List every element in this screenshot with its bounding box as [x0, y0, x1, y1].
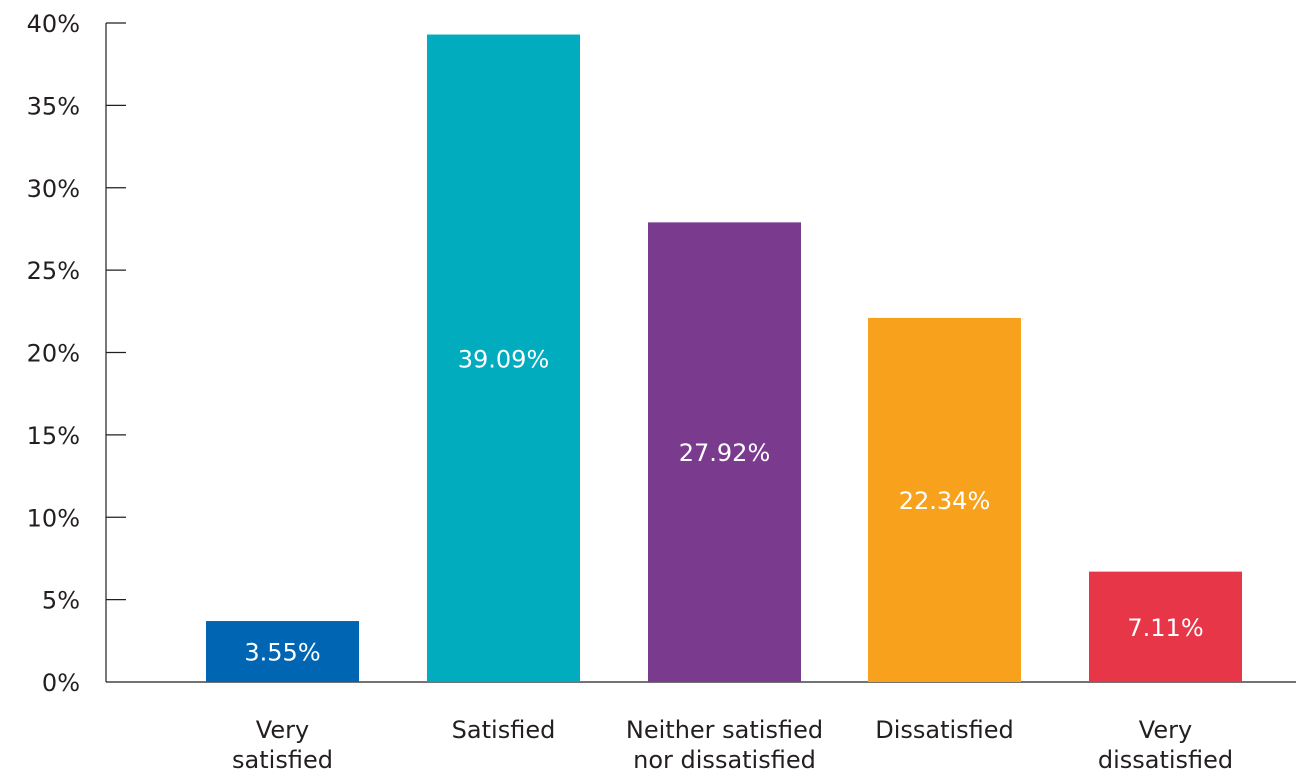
y-tick-label: 25% — [27, 257, 80, 285]
data-label: 7.11% — [1127, 614, 1203, 642]
bars — [206, 34, 1242, 683]
y-tick-label: 5% — [42, 587, 80, 615]
category-label: Neither satisfied — [626, 716, 823, 744]
category-label: nor dissatisfied — [633, 746, 816, 773]
bar — [868, 317, 1021, 682]
data-labels: 3.55% 39.09% 27.92% 22.34% 7.11% — [244, 345, 1203, 666]
category-label: Very — [1139, 716, 1192, 744]
y-tick-label: 10% — [27, 504, 80, 532]
data-label: 3.55% — [244, 639, 320, 667]
y-tick-label: 0% — [42, 669, 80, 697]
y-tick-label: 35% — [27, 92, 80, 120]
y-axis: 0% 5% 10% 15% 20% 25% 30% 35% 40% — [27, 10, 126, 697]
bar — [1089, 571, 1242, 682]
data-label: 27.92% — [679, 439, 771, 467]
category-label: satisfied — [232, 746, 333, 773]
data-label: 22.34% — [899, 487, 991, 515]
y-tick-label: 30% — [27, 175, 80, 203]
bar — [206, 621, 359, 682]
bar — [648, 222, 801, 682]
category-label: Satisfied — [452, 716, 556, 744]
category-label: dissatisfied — [1098, 746, 1233, 773]
data-label: 39.09% — [458, 345, 550, 373]
category-label: Very — [256, 716, 309, 744]
bar — [427, 34, 580, 683]
y-tick-label: 15% — [27, 422, 80, 450]
category-label: Dissatisfied — [875, 716, 1014, 744]
y-tick-label: 20% — [27, 340, 80, 368]
y-tick-label: 40% — [27, 10, 80, 38]
